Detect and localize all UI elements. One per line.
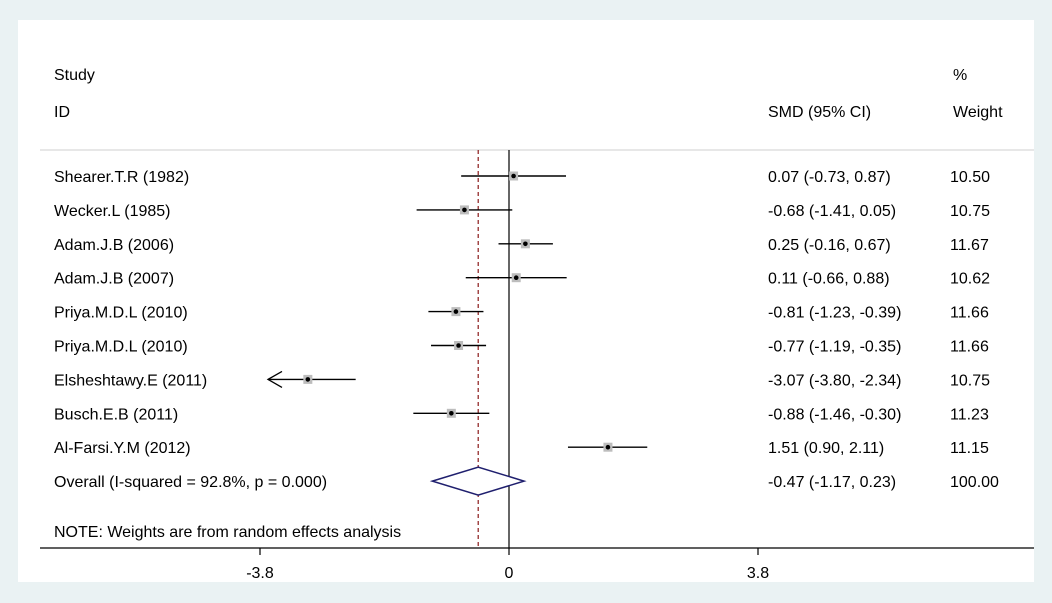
study-label: Shearer.T.R (1982) [54, 169, 189, 186]
weights-note: NOTE: Weights are from random effects an… [54, 524, 401, 541]
weight-value: 10.75 [950, 372, 990, 389]
plot-panel [18, 20, 1034, 582]
effect-ci-text: -0.88 (-1.46, -0.30) [768, 406, 901, 423]
x-tick-label: 3.8 [747, 565, 769, 582]
study-label: Elsheshtawy.E (2011) [54, 372, 207, 389]
study-label: Adam.J.B (2007) [54, 271, 174, 288]
weight-value: 11.67 [950, 237, 989, 254]
weight-value: 10.75 [950, 203, 990, 220]
study-label: Wecker.L (1985) [54, 203, 171, 220]
header-id: ID [54, 104, 70, 121]
effect-ci-text: 0.25 (-0.16, 0.67) [768, 237, 891, 254]
point-estimate [305, 377, 311, 382]
overall-label: Overall (I-squared = 92.8%, p = 0.000) [54, 474, 327, 491]
effect-ci-text: -3.07 (-3.80, -2.34) [768, 372, 901, 389]
weight-value: 11.15 [950, 440, 989, 457]
study-label: Busch.E.B (2011) [54, 406, 178, 423]
weight-value: 10.62 [950, 271, 990, 288]
overall-diamond [429, 466, 527, 496]
point-estimate [462, 207, 467, 213]
weight-value: 11.23 [950, 406, 989, 423]
study-label: Priya.M.D.L (2010) [54, 339, 188, 356]
point-estimate [449, 411, 454, 416]
weight-value: 11.66 [950, 305, 989, 322]
point-estimate [523, 241, 528, 247]
effect-ci-text: -0.68 (-1.41, 0.05) [768, 203, 896, 220]
effect-ci-text: 0.07 (-0.73, 0.87) [768, 169, 891, 186]
weight-value: 11.66 [950, 339, 989, 356]
point-estimate [453, 309, 459, 314]
effect-ci-text: -0.81 (-1.23, -0.39) [768, 305, 901, 322]
x-tick-label: 0 [505, 565, 514, 582]
header-weight: Weight [953, 104, 1003, 121]
effect-ci-text: 1.51 (0.90, 2.11) [768, 440, 884, 457]
header-study: Study [54, 67, 95, 84]
point-estimate [456, 343, 461, 348]
overall-effect-ci-text: -0.47 (-1.17, 0.23) [768, 474, 896, 491]
point-estimate [605, 444, 611, 450]
study-label: Adam.J.B (2006) [54, 237, 174, 254]
weight-value: 10.50 [950, 169, 990, 186]
point-estimate [511, 173, 516, 179]
effect-ci-text: -0.77 (-1.19, -0.35) [768, 339, 901, 356]
header-effect: SMD (95% CI) [768, 104, 871, 121]
overall-weight-value: 100.00 [950, 474, 999, 491]
effect-ci-text: 0.11 (-0.66, 0.88) [768, 271, 890, 288]
x-tick-label: -3.8 [246, 565, 274, 582]
header-percent: % [953, 67, 967, 84]
study-label: Al-Farsi.Y.M (2012) [54, 440, 191, 457]
study-label: Priya.M.D.L (2010) [54, 305, 188, 322]
point-estimate [513, 275, 519, 281]
